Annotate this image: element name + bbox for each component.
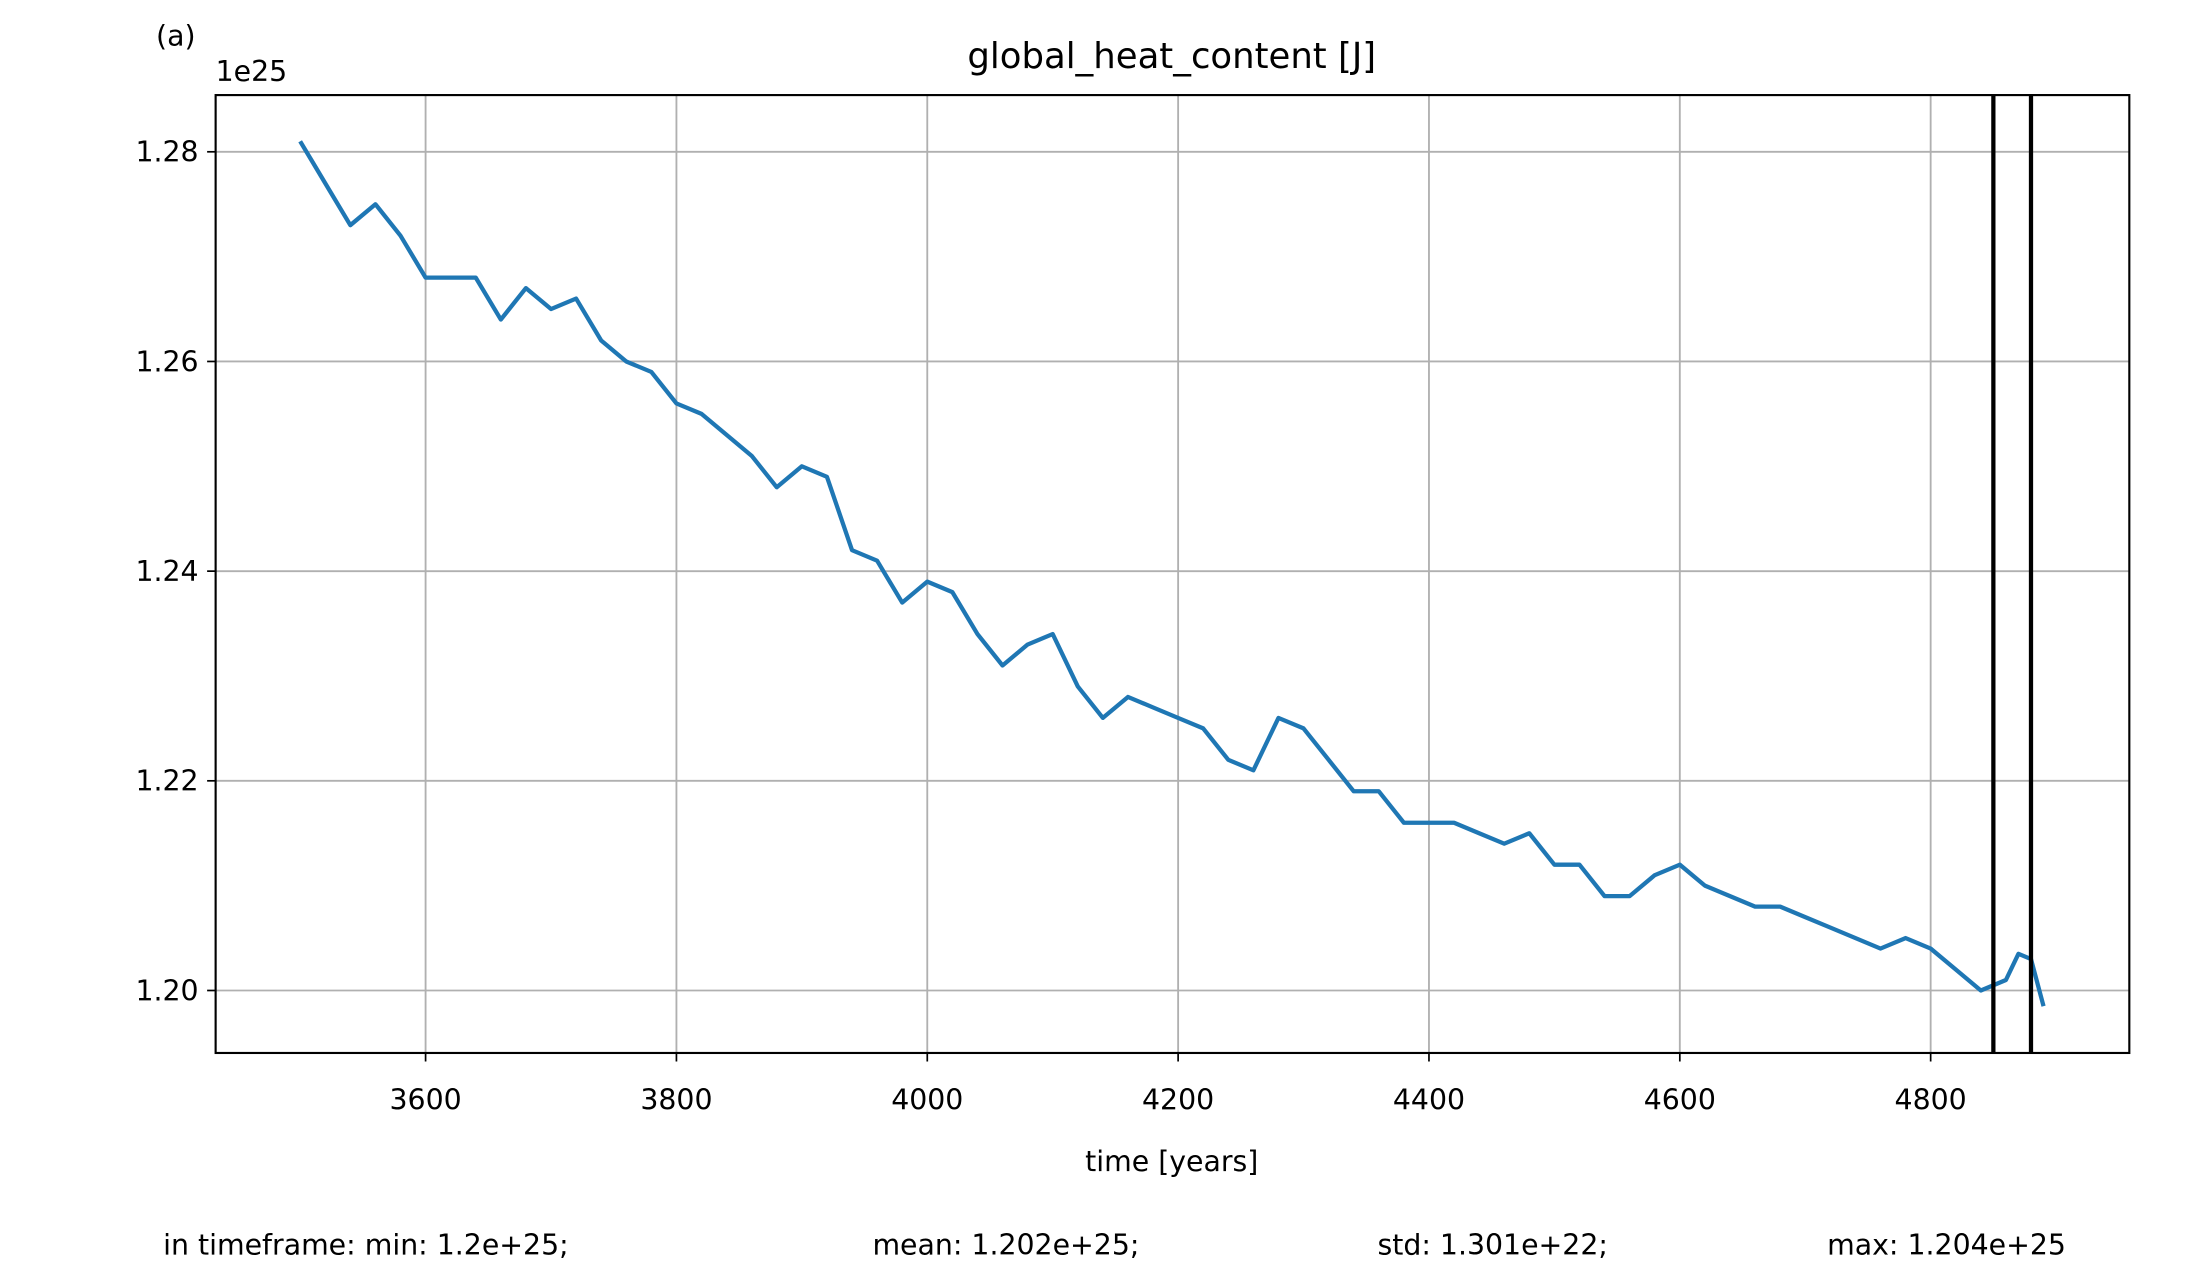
y-offset-label: 1e25 xyxy=(216,55,288,88)
x-tick-label: 3600 xyxy=(389,1084,461,1117)
footer-stat: std: 1.301e+22; xyxy=(1377,1228,1607,1261)
data-line xyxy=(298,140,2046,1007)
y-tick-label: 1.22 xyxy=(135,765,198,798)
y-tick-label: 1.26 xyxy=(135,345,198,378)
footer-stat: mean: 1.202e+25; xyxy=(872,1228,1139,1261)
panel-label: (a) xyxy=(156,19,196,52)
x-tick-label: 4200 xyxy=(1142,1084,1214,1117)
footer-stat: max: 1.204e+25 xyxy=(1827,1228,2066,1261)
footer-stat: in timeframe: min: 1.2e+25; xyxy=(163,1228,569,1261)
chart-title: global_heat_content [J] xyxy=(967,36,1376,77)
y-tick-label: 1.24 xyxy=(135,555,198,588)
plot-frame xyxy=(214,94,2131,1055)
y-tick-label: 1.20 xyxy=(135,974,198,1007)
y-tick-label: 1.28 xyxy=(135,136,198,169)
x-tick-label: 4400 xyxy=(1393,1084,1465,1117)
x-tick-label: 3800 xyxy=(640,1084,712,1117)
x-tick-label: 4600 xyxy=(1644,1084,1716,1117)
x-tick-label: 4000 xyxy=(891,1084,963,1117)
x-tick-label: 4800 xyxy=(1895,1084,1967,1117)
x-axis-label: time [years] xyxy=(1085,1145,1258,1178)
